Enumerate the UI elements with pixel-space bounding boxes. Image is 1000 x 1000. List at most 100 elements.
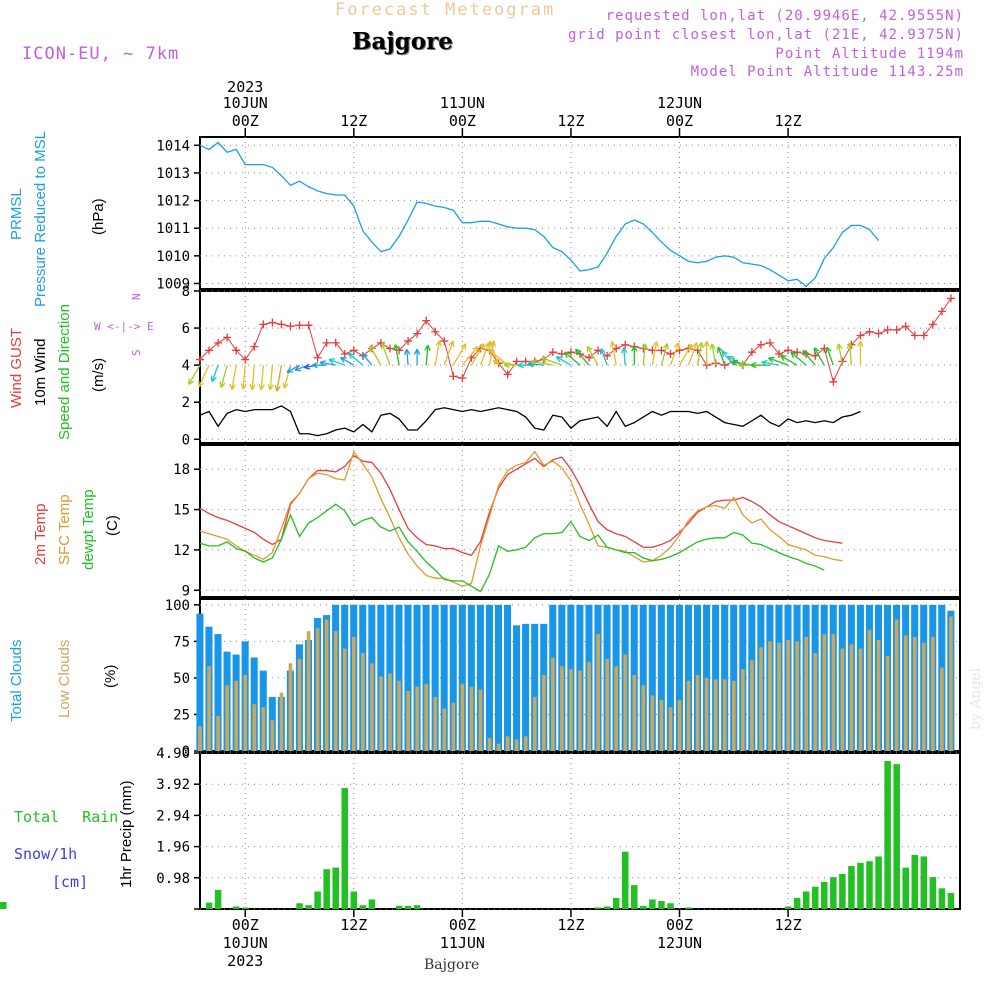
precip-y-tick-label: 4.90	[156, 746, 190, 762]
low-clouds-bar	[342, 648, 347, 751]
gust-marker	[205, 346, 214, 355]
gust-marker	[268, 318, 277, 327]
total-clouds-bar	[458, 604, 466, 751]
low-clouds-bar	[831, 634, 836, 751]
rain-bar	[884, 760, 891, 909]
low-clouds-bar	[415, 686, 419, 751]
wind-arrow-head	[564, 351, 571, 359]
low-clouds-bar	[252, 704, 257, 751]
total-clouds-bar	[449, 604, 457, 751]
low-clouds-bar	[849, 644, 854, 751]
rain-bar	[848, 866, 855, 909]
gust-marker	[304, 321, 313, 330]
gust-marker	[295, 321, 304, 330]
gust-marker	[322, 338, 331, 347]
low-clouds-bar	[451, 702, 456, 751]
gust-marker	[747, 348, 756, 357]
low-clouds-bar	[487, 737, 492, 751]
wind-arrow-head	[541, 356, 548, 363]
low-clouds-bar	[324, 619, 329, 751]
bottom-hour-label: 12Z	[557, 916, 584, 934]
point-altitude: Point Altitude 1194m	[775, 46, 964, 62]
low-clouds-bar	[361, 653, 365, 751]
low-clouds-bar	[442, 708, 447, 751]
wind-arrow-head	[403, 348, 411, 356]
rain-bar	[241, 907, 249, 909]
gust-marker	[756, 340, 765, 349]
gust-marker	[349, 346, 358, 355]
wind-arrow-head	[219, 381, 226, 388]
low-clouds-bar	[777, 642, 781, 751]
gust-marker	[386, 344, 394, 353]
gust-marker	[928, 320, 937, 329]
total-clouds-bar	[422, 604, 430, 751]
low-clouds-bar	[686, 680, 691, 751]
wind-arrow	[340, 356, 355, 366]
low-clouds-bar	[768, 641, 772, 751]
wind-arrow-head	[286, 367, 294, 373]
rain-bar	[368, 899, 376, 909]
gust-marker	[775, 350, 784, 359]
clouds-y-tick-label: 50	[173, 671, 190, 687]
bottom-hour-label: 12Z	[775, 916, 802, 934]
precip-y-tick-label: 2.94	[156, 808, 190, 824]
wind-arrow	[651, 341, 658, 366]
rain-bar	[811, 886, 819, 909]
prmsl-line	[199, 141, 880, 288]
gust-marker	[404, 337, 413, 346]
total-clouds-bar	[467, 604, 475, 751]
gust-marker	[449, 372, 458, 381]
rain-bar	[631, 885, 638, 909]
rain-bar	[404, 905, 412, 909]
rain-bar	[205, 902, 213, 909]
precip-y-tick-label: 3.92	[156, 777, 190, 793]
rain-bar	[938, 888, 946, 909]
low-clouds-bar	[722, 679, 727, 751]
top-date-label: 11JUN	[440, 94, 485, 112]
gust-marker	[512, 357, 521, 366]
low-clouds-bar	[876, 639, 881, 751]
wind-arrow	[687, 342, 698, 366]
top-date-label: 12JUN	[657, 94, 702, 112]
wind-arrow-head	[492, 358, 499, 366]
rain-bar	[0, 901, 7, 909]
total-clouds-bar	[196, 613, 204, 751]
rain-bar	[413, 905, 421, 909]
bottom-hour-label: 00Z	[449, 916, 476, 934]
wind-arrow-head	[692, 342, 699, 349]
bottom-hour-label: 00Z	[666, 916, 693, 934]
wind-arrow-head	[857, 340, 864, 347]
low-clouds-bar	[786, 639, 790, 751]
low-clouds-bar	[931, 637, 935, 751]
rain-bar	[621, 851, 629, 909]
low-clouds-bar	[216, 715, 220, 751]
wind-arrow-head	[686, 343, 693, 351]
gust-marker	[566, 348, 575, 357]
rain-bar	[323, 869, 330, 909]
pressure-y-tick-label: 1011	[156, 221, 190, 237]
low-clouds-bar	[352, 637, 356, 751]
total-clouds-bar	[476, 604, 484, 751]
wind-arrow	[479, 342, 490, 366]
rain-bar	[866, 861, 873, 909]
wind-arrow-head	[448, 340, 455, 348]
gust-marker	[331, 338, 340, 347]
pressure-y-tick-label: 1013	[156, 166, 190, 182]
precip-panel-frame	[199, 752, 961, 910]
wind-arrow	[260, 365, 264, 390]
top-year-label: 2023	[227, 78, 263, 96]
rain-bar	[911, 854, 919, 909]
low-clouds-bar	[270, 720, 275, 751]
wind-arrow-head	[846, 342, 854, 349]
wind-arrow-head	[641, 343, 648, 350]
wind-arrow-head	[369, 345, 376, 352]
wind-arrow-head	[240, 383, 247, 390]
clouds-y-tick-label: 75	[173, 634, 190, 650]
rain-bar	[893, 764, 900, 909]
total-clouds-bar	[431, 604, 439, 751]
low-clouds-bar	[795, 641, 799, 751]
wind-arrow	[802, 350, 816, 366]
low-clouds-bar	[288, 663, 293, 751]
low-clouds-bar	[713, 679, 718, 751]
rain-bar	[649, 899, 656, 909]
